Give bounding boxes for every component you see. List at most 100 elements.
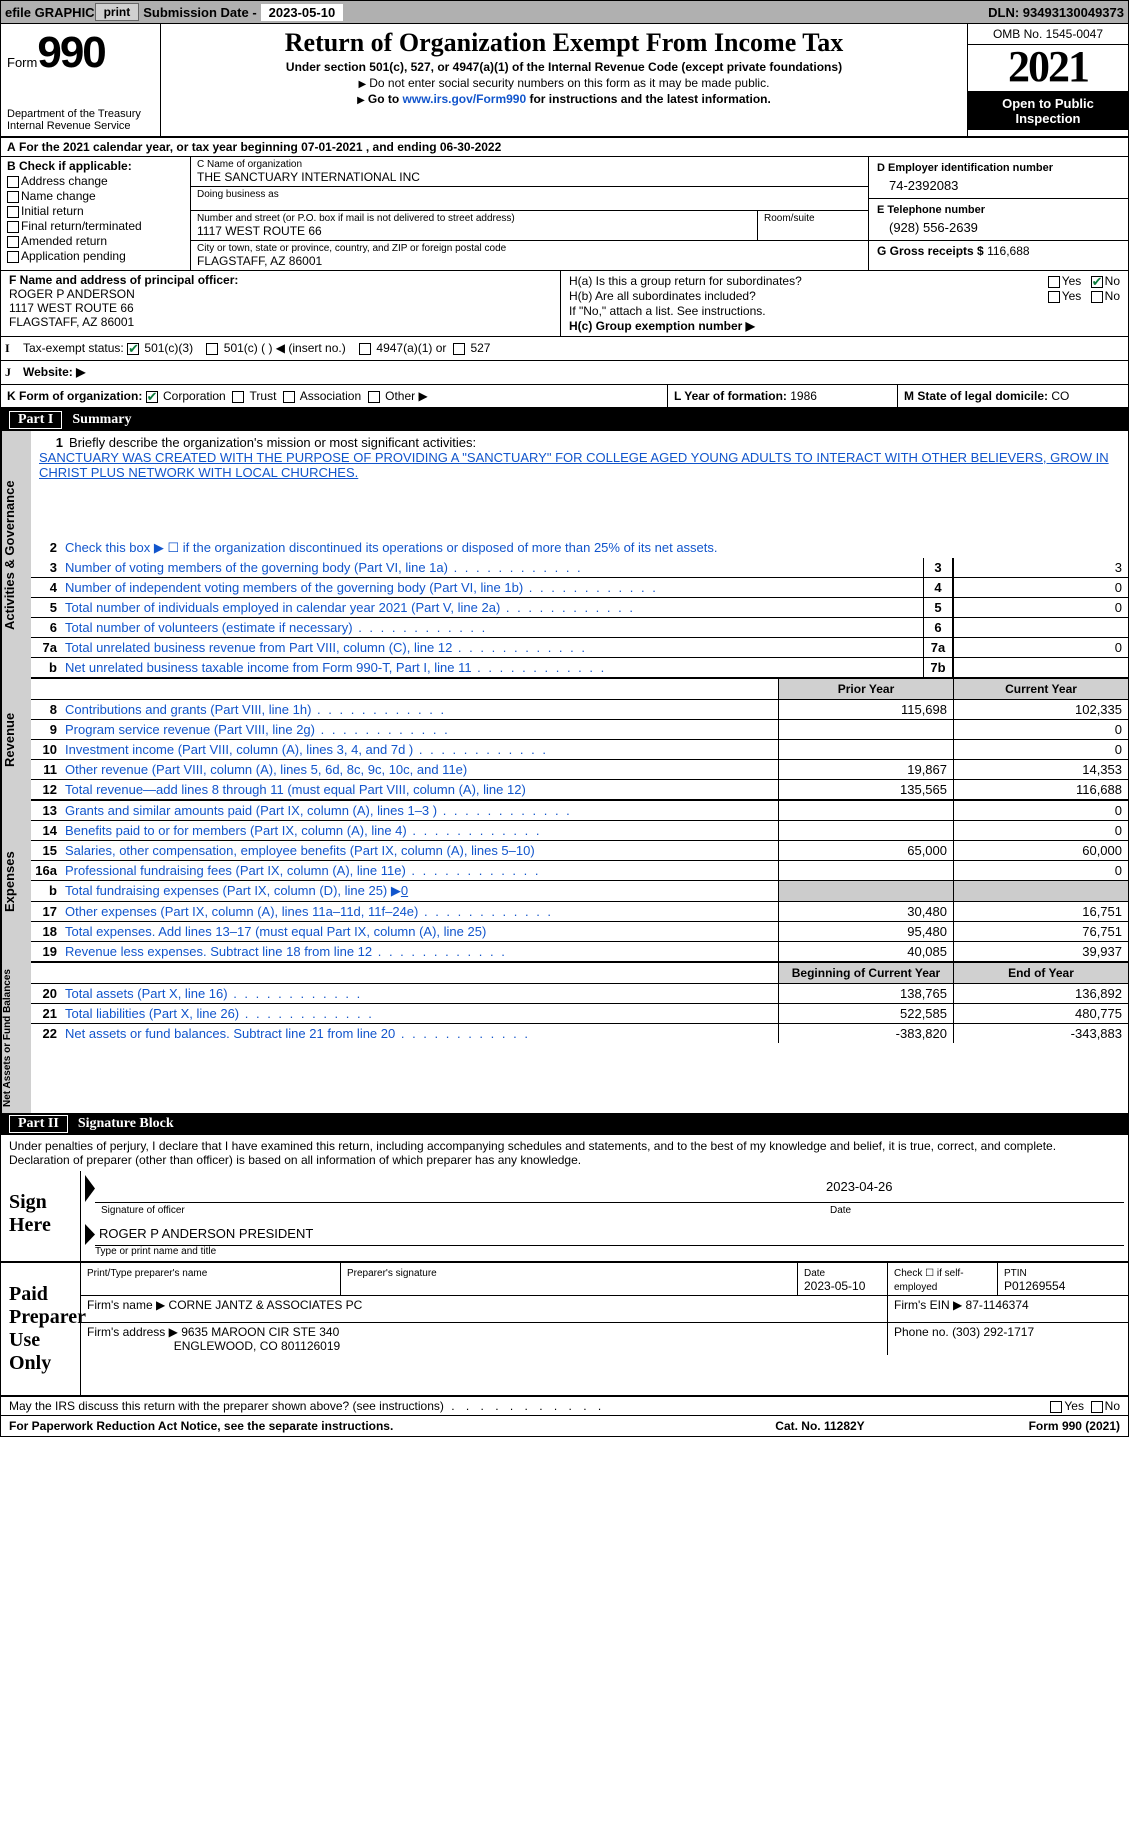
l12-curr: 116,688 [953, 780, 1128, 799]
section-bcd: B Check if applicable: Address change Na… [1, 157, 1128, 271]
org-name-label: C Name of organization [197, 159, 862, 170]
tel-label: E Telephone number [877, 204, 985, 216]
sub-date-label: Submission Date - [143, 5, 256, 20]
l10-curr: 0 [953, 740, 1128, 759]
form-of-org: K Form of organization: Corporation Trus… [1, 385, 668, 407]
firm-phone: (303) 292-1717 [952, 1325, 1034, 1339]
ptin: P01269554 [1004, 1279, 1065, 1293]
chk-4947[interactable] [359, 343, 371, 355]
sig-declaration: Under penalties of perjury, I declare th… [1, 1135, 1128, 1171]
l16b-prior-shade [778, 881, 953, 901]
l15-curr: 60,000 [953, 841, 1128, 860]
gross-value: 116,688 [987, 244, 1030, 258]
chk-other[interactable] [368, 391, 380, 403]
chk-assoc[interactable] [283, 391, 295, 403]
chk-501c[interactable] [206, 343, 218, 355]
chk-trust[interactable] [232, 391, 244, 403]
line-6-val [953, 618, 1128, 637]
l9-prior [778, 720, 953, 739]
h-b-no[interactable] [1091, 291, 1103, 303]
chk-501c3[interactable] [127, 343, 139, 355]
l16a-curr: 0 [953, 861, 1128, 880]
city-label: City or town, state or province, country… [197, 243, 862, 254]
chk-final-return[interactable]: Final return/terminated [7, 219, 184, 233]
tax-exempt-status: Tax-exempt status: 501(c)(3) 501(c) ( ) … [19, 337, 1128, 360]
l15-prior: 65,000 [778, 841, 953, 860]
l12-prior: 135,565 [778, 780, 953, 799]
line-3-val: 3 [953, 558, 1128, 577]
part-2-header: Part II Signature Block [1, 1113, 1128, 1135]
l11-prior: 19,867 [778, 760, 953, 779]
firm-addr1: 9635 MAROON CIR STE 340 [181, 1325, 339, 1339]
chk-527[interactable] [453, 343, 465, 355]
irs-link[interactable]: www.irs.gov/Form990 [403, 92, 527, 106]
l13-curr: 0 [953, 801, 1128, 820]
form-title: Return of Organization Exempt From Incom… [169, 28, 959, 58]
may-yes[interactable] [1050, 1401, 1062, 1413]
l13-prior [778, 801, 953, 820]
sig-arrow-icon-2 [85, 1224, 95, 1245]
dln-label: DLN: 93493130049373 [988, 5, 1124, 20]
chk-address-change[interactable]: Address change [7, 174, 184, 188]
l20-prior: 138,765 [778, 984, 953, 1003]
print-button[interactable]: print [95, 3, 140, 21]
sig-arrow-icon [85, 1175, 95, 1202]
col-d: D Employer identification number 74-2392… [868, 157, 1128, 270]
mission-text: SANCTUARY WAS CREATED WITH THE PURPOSE O… [39, 450, 1120, 480]
begin-year-hdr: Beginning of Current Year [778, 963, 953, 983]
activities-governance: Activities & Governance 1Briefly describ… [1, 431, 1128, 679]
street-value: 1117 WEST ROUTE 66 [197, 224, 322, 238]
row-i: I Tax-exempt status: 501(c)(3) 501(c) ( … [1, 337, 1128, 361]
h-a-yes[interactable] [1048, 276, 1060, 288]
l16b-val: 0 [401, 883, 408, 898]
header-right: OMB No. 1545-0047 2021 Open to Public In… [968, 24, 1128, 136]
form-word: Form [7, 55, 37, 70]
chk-initial-return[interactable]: Initial return [7, 204, 184, 218]
l16a-prior [778, 861, 953, 880]
chk-name-change[interactable]: Name change [7, 189, 184, 203]
l17-curr: 16,751 [953, 902, 1128, 921]
form-body: Form990 Department of the TreasuryIntern… [0, 24, 1129, 1437]
l8-curr: 102,335 [953, 700, 1128, 719]
l17-prior: 30,480 [778, 902, 953, 921]
paid-preparer-label: Paid Preparer Use Only [1, 1263, 81, 1395]
h-b-yes[interactable] [1048, 291, 1060, 303]
may-no[interactable] [1091, 1401, 1103, 1413]
form-subtitle: Under section 501(c), 527, or 4947(a)(1)… [169, 60, 959, 74]
h-a-no[interactable] [1091, 276, 1103, 288]
paid-preparer-block: Paid Preparer Use Only Print/Type prepar… [1, 1263, 1128, 1397]
instr-line-1: Do not enter social security numbers on … [169, 76, 959, 90]
dept-label: Department of the TreasuryInternal Reven… [7, 108, 154, 132]
l16b-curr-shade [953, 881, 1128, 901]
row-j: J Website: ▶ [1, 361, 1128, 385]
l21-prior: 522,585 [778, 1004, 953, 1023]
footer-cat: Cat. No. 11282Y [720, 1419, 920, 1433]
chk-application-pending[interactable]: Application pending [7, 249, 184, 263]
org-name: THE SANCTUARY INTERNATIONAL INC [197, 170, 420, 184]
footer-form: Form 990 (2021) [920, 1419, 1120, 1433]
l22-curr: -343,883 [953, 1024, 1128, 1043]
chk-corp[interactable] [146, 391, 158, 403]
chk-amended-return[interactable]: Amended return [7, 234, 184, 248]
ein-label: D Employer identification number [877, 162, 1053, 174]
l18-curr: 76,751 [953, 922, 1128, 941]
footer-left: For Paperwork Reduction Act Notice, see … [9, 1419, 720, 1433]
sig-date-cap: Date [824, 1203, 1124, 1218]
prep-date: 2023-05-10 [804, 1279, 865, 1293]
col-b: B Check if applicable: Address change Na… [1, 157, 191, 270]
ein-value: 74-2392083 [877, 174, 1120, 195]
net-assets-section: Net Assets or Fund Balances Beginning of… [1, 963, 1128, 1113]
year-formation: L Year of formation: 1986 [668, 385, 898, 407]
sig-officer-cap: Signature of officer [95, 1203, 824, 1218]
footer: For Paperwork Reduction Act Notice, see … [1, 1416, 1128, 1436]
website-label: Website: ▶ [23, 365, 85, 379]
row-fhi: F Name and address of principal officer:… [1, 271, 1128, 337]
l8-prior: 115,698 [778, 700, 953, 719]
l21-curr: 480,775 [953, 1004, 1128, 1023]
row-klm: K Form of organization: Corporation Trus… [1, 385, 1128, 409]
sig-date: 2023-04-26 [820, 1177, 1120, 1196]
tax-year: 2021 [968, 45, 1128, 92]
expenses-section: Expenses 13Grants and similar amounts pa… [1, 801, 1128, 963]
revenue-section: Revenue Prior YearCurrent Year 8Contribu… [1, 679, 1128, 801]
col-b-label: B Check if applicable: [7, 159, 132, 173]
